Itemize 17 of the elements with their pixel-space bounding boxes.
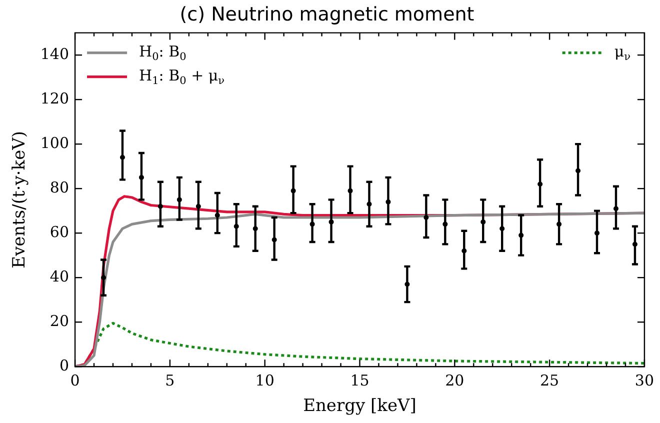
x-tick-label: 10 [255, 371, 274, 390]
x-tick-label: 30 [634, 371, 654, 390]
x-tick-label: 25 [540, 371, 560, 390]
y-tick-label: 60 [50, 222, 70, 241]
y-tick-label: 120 [40, 89, 70, 108]
y-tick-label: 140 [40, 44, 70, 63]
y-tick-label: 0 [59, 356, 70, 374]
x-tick-label: 5 [165, 371, 175, 390]
y-tick-label: 40 [50, 267, 70, 286]
x-tick-label: 15 [350, 371, 370, 390]
x-tick-label: 20 [445, 371, 464, 390]
y-tick-label: 20 [50, 312, 70, 330]
y-tick-label: 80 [50, 178, 70, 196]
y-tick-label: 100 [40, 134, 70, 152]
chart-title: (c) Neutrino magnetic moment [180, 3, 474, 26]
x-axis-title: Energy [keV] [303, 396, 416, 416]
y-axis-title: Events/(t·y·keV) [10, 130, 30, 268]
